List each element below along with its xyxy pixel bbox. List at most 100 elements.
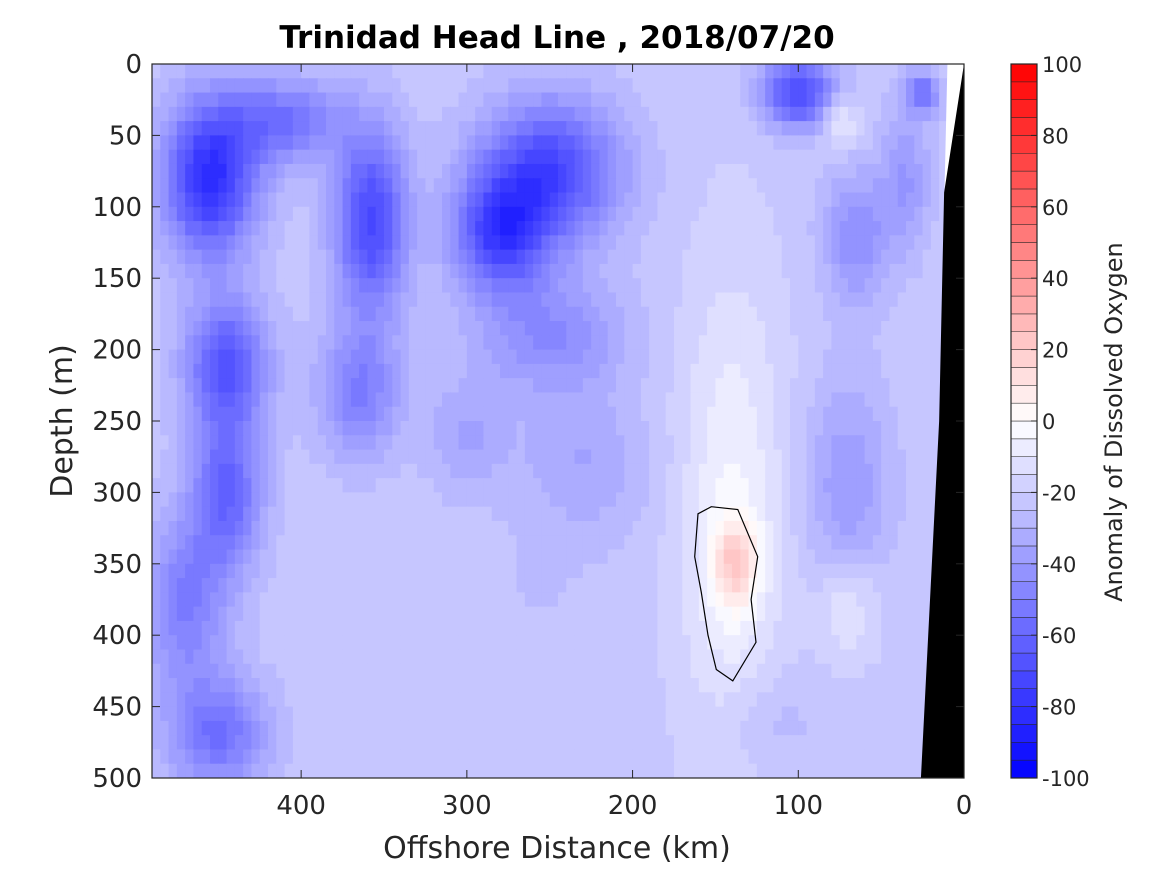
field-cell bbox=[599, 149, 609, 165]
field-cell bbox=[665, 192, 675, 208]
field-cell bbox=[624, 192, 634, 208]
field-cell bbox=[922, 535, 932, 551]
field-cell bbox=[723, 549, 733, 565]
field-cell bbox=[690, 592, 700, 608]
field-cell bbox=[558, 363, 567, 379]
field-cell bbox=[334, 206, 344, 222]
field-cell bbox=[806, 278, 816, 294]
field-cell bbox=[243, 135, 253, 151]
field-cell bbox=[906, 392, 915, 408]
field-cell bbox=[309, 735, 319, 751]
field-cell bbox=[243, 263, 253, 279]
field-cell bbox=[375, 235, 385, 251]
field-cell bbox=[359, 535, 369, 551]
field-cell bbox=[906, 235, 915, 251]
field-cell bbox=[524, 578, 534, 593]
field-cell bbox=[674, 549, 683, 565]
field-cell bbox=[284, 135, 294, 151]
field-cell bbox=[185, 163, 195, 179]
field-cell bbox=[616, 706, 625, 722]
field-cell bbox=[806, 121, 816, 136]
field-cell bbox=[334, 263, 344, 279]
field-cell bbox=[558, 720, 567, 736]
field-cell bbox=[864, 749, 874, 765]
field-cell bbox=[632, 349, 642, 365]
field-cell bbox=[326, 92, 335, 108]
field-cell bbox=[268, 178, 277, 194]
field-cell bbox=[922, 406, 932, 422]
field-cell bbox=[549, 321, 559, 336]
field-cell bbox=[649, 421, 659, 436]
field-cell bbox=[392, 520, 402, 536]
field-cell bbox=[268, 506, 277, 522]
field-cell bbox=[466, 92, 476, 108]
field-cell bbox=[698, 135, 708, 151]
field-cell bbox=[276, 549, 286, 565]
field-cell bbox=[176, 492, 186, 508]
field-cell bbox=[607, 663, 617, 679]
field-cell bbox=[914, 520, 924, 536]
field-cell bbox=[450, 763, 460, 778]
field-cell bbox=[251, 720, 261, 736]
field-cell bbox=[698, 606, 708, 622]
field-cell bbox=[442, 363, 451, 379]
field-cell bbox=[848, 363, 857, 379]
field-cell bbox=[268, 335, 277, 351]
field-cell bbox=[234, 249, 244, 265]
field-cell bbox=[558, 506, 567, 522]
field-cell bbox=[301, 363, 311, 379]
field-cell bbox=[408, 92, 418, 108]
field-cell bbox=[872, 206, 882, 222]
field-cell bbox=[889, 663, 899, 679]
field-cell bbox=[624, 163, 634, 179]
field-cell bbox=[582, 735, 592, 751]
field-cell bbox=[417, 506, 427, 522]
field-cell bbox=[930, 335, 940, 351]
field-cell bbox=[384, 135, 393, 151]
field-cell bbox=[400, 506, 410, 522]
field-cell bbox=[417, 249, 427, 265]
field-cell bbox=[516, 563, 526, 579]
field-cell bbox=[516, 692, 526, 708]
field-cell bbox=[732, 692, 741, 708]
field-cell bbox=[773, 506, 783, 522]
field-cell bbox=[823, 763, 833, 778]
field-cell bbox=[881, 763, 891, 778]
field-cell bbox=[425, 92, 435, 108]
field-cell bbox=[243, 349, 253, 365]
field-cell bbox=[790, 492, 799, 508]
field-cell bbox=[417, 492, 427, 508]
field-cell bbox=[682, 749, 692, 765]
field-cell bbox=[243, 206, 253, 222]
field-cell bbox=[483, 463, 493, 479]
field-cell bbox=[309, 249, 319, 265]
field-cell bbox=[276, 406, 286, 422]
field-cell bbox=[392, 278, 402, 294]
field-cell bbox=[640, 535, 650, 551]
field-cell bbox=[715, 178, 725, 194]
field-cell bbox=[334, 549, 344, 565]
field-cell bbox=[856, 606, 866, 622]
field-cell bbox=[715, 592, 725, 608]
field-cell bbox=[516, 406, 526, 422]
field-cell bbox=[367, 478, 377, 493]
field-cell bbox=[334, 663, 344, 679]
field-cell bbox=[674, 563, 683, 579]
field-cell bbox=[276, 435, 286, 451]
field-cell bbox=[549, 520, 559, 536]
field-cell bbox=[715, 720, 725, 736]
field-cell bbox=[176, 135, 186, 151]
field-cell bbox=[657, 763, 667, 778]
field-cell bbox=[906, 278, 915, 294]
field-cell bbox=[201, 549, 211, 565]
field-cell bbox=[698, 306, 708, 322]
field-cell bbox=[682, 221, 692, 236]
field-cell bbox=[317, 192, 327, 208]
field-cell bbox=[375, 492, 385, 508]
field-cell bbox=[624, 478, 634, 493]
field-cell bbox=[906, 749, 915, 765]
field-cell bbox=[707, 335, 717, 351]
field-cell bbox=[839, 578, 849, 593]
field-cell bbox=[872, 692, 882, 708]
field-cell bbox=[317, 363, 327, 379]
